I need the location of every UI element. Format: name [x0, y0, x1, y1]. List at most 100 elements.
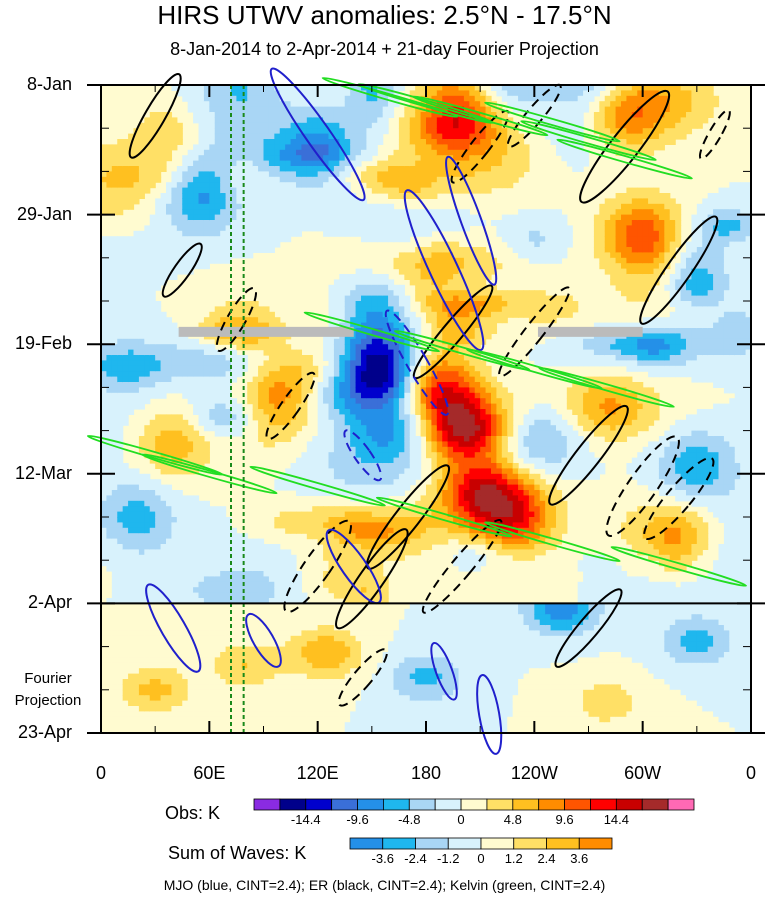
mjo-contour-4: [343, 429, 383, 482]
waves-colorbar: [349, 837, 613, 850]
obs-tick-label-0: -14.4: [290, 812, 321, 827]
kelvin-contour-14: [484, 521, 621, 563]
obs-swatch-5: [383, 798, 410, 811]
er-contour-13: [643, 456, 715, 541]
obs-swatch-6: [408, 798, 436, 811]
kelvin-contour-3: [484, 101, 621, 143]
obs-swatch-1: [279, 798, 307, 811]
x-tick-label-4: 120W: [510, 763, 558, 783]
x-tick-label-5: 60W: [624, 763, 662, 783]
wave-contours: [86, 67, 747, 755]
obs-swatch-7: [434, 798, 462, 811]
waves-tick-label-5: 2.4: [537, 851, 556, 866]
er-contour-0: [128, 72, 182, 159]
x-tick-label-3: 180: [410, 763, 442, 783]
obs-swatch-2: [305, 798, 333, 811]
x-tick-label-0: 0: [95, 763, 106, 783]
er-contour-6: [698, 108, 731, 160]
waves-tick-label-6: 3.6: [570, 851, 589, 866]
kelvin-contour-6: [303, 311, 441, 353]
obs-swatch-11: [538, 798, 565, 811]
projection-note-line-1: Fourier: [24, 670, 72, 687]
x-tick-label-1: 60E: [193, 763, 226, 783]
missing-data-bar-0: [178, 326, 354, 337]
kelvin-contour-9: [538, 366, 675, 408]
mjo-contour-0: [269, 67, 366, 202]
y-tick-label-0: 8-Jan: [26, 74, 72, 94]
waves-swatch-2: [415, 837, 449, 850]
obs-swatch-9: [486, 798, 514, 811]
x-tick-label-2: 120E: [296, 763, 339, 783]
waves-tick-label-0: -3.6: [371, 851, 394, 866]
waves-tick-label-4: 1.2: [504, 851, 523, 866]
er-contour-16: [335, 528, 409, 630]
er-contour-11: [548, 404, 629, 506]
er-contour-19: [554, 588, 623, 668]
waves-tick-label-1: -2.4: [404, 851, 427, 866]
kelvin-contour-13: [375, 496, 513, 538]
mjo-contour-3: [384, 309, 450, 416]
waves-swatch-6: [546, 837, 580, 850]
er-contour-17: [337, 648, 388, 707]
er-contour-10: [498, 286, 571, 378]
x-tick-label-6: 0: [745, 763, 756, 783]
obs-tick-label-1: -9.6: [346, 812, 369, 827]
y-tick-label-2: 19-Feb: [14, 333, 72, 354]
obs-tick-label-4: 4.8: [503, 812, 522, 827]
obs-swatch-10: [512, 798, 540, 811]
mjo-contour-7: [145, 583, 202, 673]
er-contour-18: [421, 518, 503, 614]
mjo-contour-2: [445, 155, 498, 286]
mjo-contour-9: [430, 641, 458, 701]
kelvin-contour-2: [411, 95, 549, 137]
y-tick-label-4: 2-Apr: [27, 592, 72, 613]
waves-swatch-3: [447, 837, 482, 850]
y-tick-label-5: 23-Apr: [17, 722, 72, 742]
waves-colorbar-label: Sum of Waves: K: [168, 843, 307, 863]
er-contour-5: [639, 215, 719, 325]
obs-swatch-4: [357, 798, 384, 811]
y-tick-label-1: 29-Jan: [16, 203, 72, 224]
er-contour-14: [365, 464, 451, 570]
obs-swatch-16: [667, 798, 695, 811]
mjo-contour-6: [245, 612, 282, 668]
obs-tick-label-2: -4.8: [398, 812, 421, 827]
obs-swatch-8: [460, 798, 488, 811]
er-contour-15: [283, 519, 352, 614]
obs-swatch-3: [331, 798, 358, 811]
waves-swatch-7: [578, 837, 613, 850]
obs-swatch-0: [253, 798, 281, 811]
waves-swatch-1: [382, 837, 416, 850]
projection-note-line-2: Projection: [14, 692, 82, 709]
contour-legend: MJO (blue, CINT=2.4); ER (black, CINT=2.…: [163, 877, 606, 893]
er-contour-3: [265, 371, 316, 441]
kelvin-contour-4: [520, 120, 657, 161]
kelvin-contour-5: [556, 138, 693, 180]
obs-tick-label-3: 0: [457, 812, 465, 827]
mjo-contour-8: [476, 674, 503, 755]
obs-swatch-13: [590, 798, 617, 811]
waves-tick-label-2: -1.2: [437, 851, 460, 866]
kelvin-contour-15: [610, 545, 747, 587]
mjo-contour-1: [403, 189, 485, 352]
chart-title: HIRS UTWV anomalies: 2.5°N - 17.5°N: [157, 0, 612, 30]
kelvin-contour-0: [321, 76, 459, 118]
obs-swatch-14: [615, 798, 643, 811]
waves-swatch-5: [513, 837, 547, 850]
kelvin-contour-11: [141, 453, 278, 495]
projection-note: Fourier Projection: [8, 668, 88, 712]
obs-swatch-15: [641, 798, 669, 811]
waves-tick-label-3: 0: [477, 851, 485, 866]
kelvin-contour-12: [249, 465, 386, 507]
y-tick-label-3: 12-Mar: [14, 462, 72, 483]
er-contour-12: [605, 435, 680, 537]
obs-tick-label-6: 14.4: [603, 812, 629, 827]
waves-swatch-0: [349, 837, 384, 850]
obs-swatch-12: [564, 798, 591, 811]
obs-tick-label-5: 9.6: [555, 812, 574, 827]
obs-colorbar-label: Obs: K: [165, 803, 221, 823]
obs-colorbar: [253, 798, 695, 811]
missing-data-bar-1: [537, 326, 643, 337]
waves-swatch-4: [480, 837, 515, 850]
